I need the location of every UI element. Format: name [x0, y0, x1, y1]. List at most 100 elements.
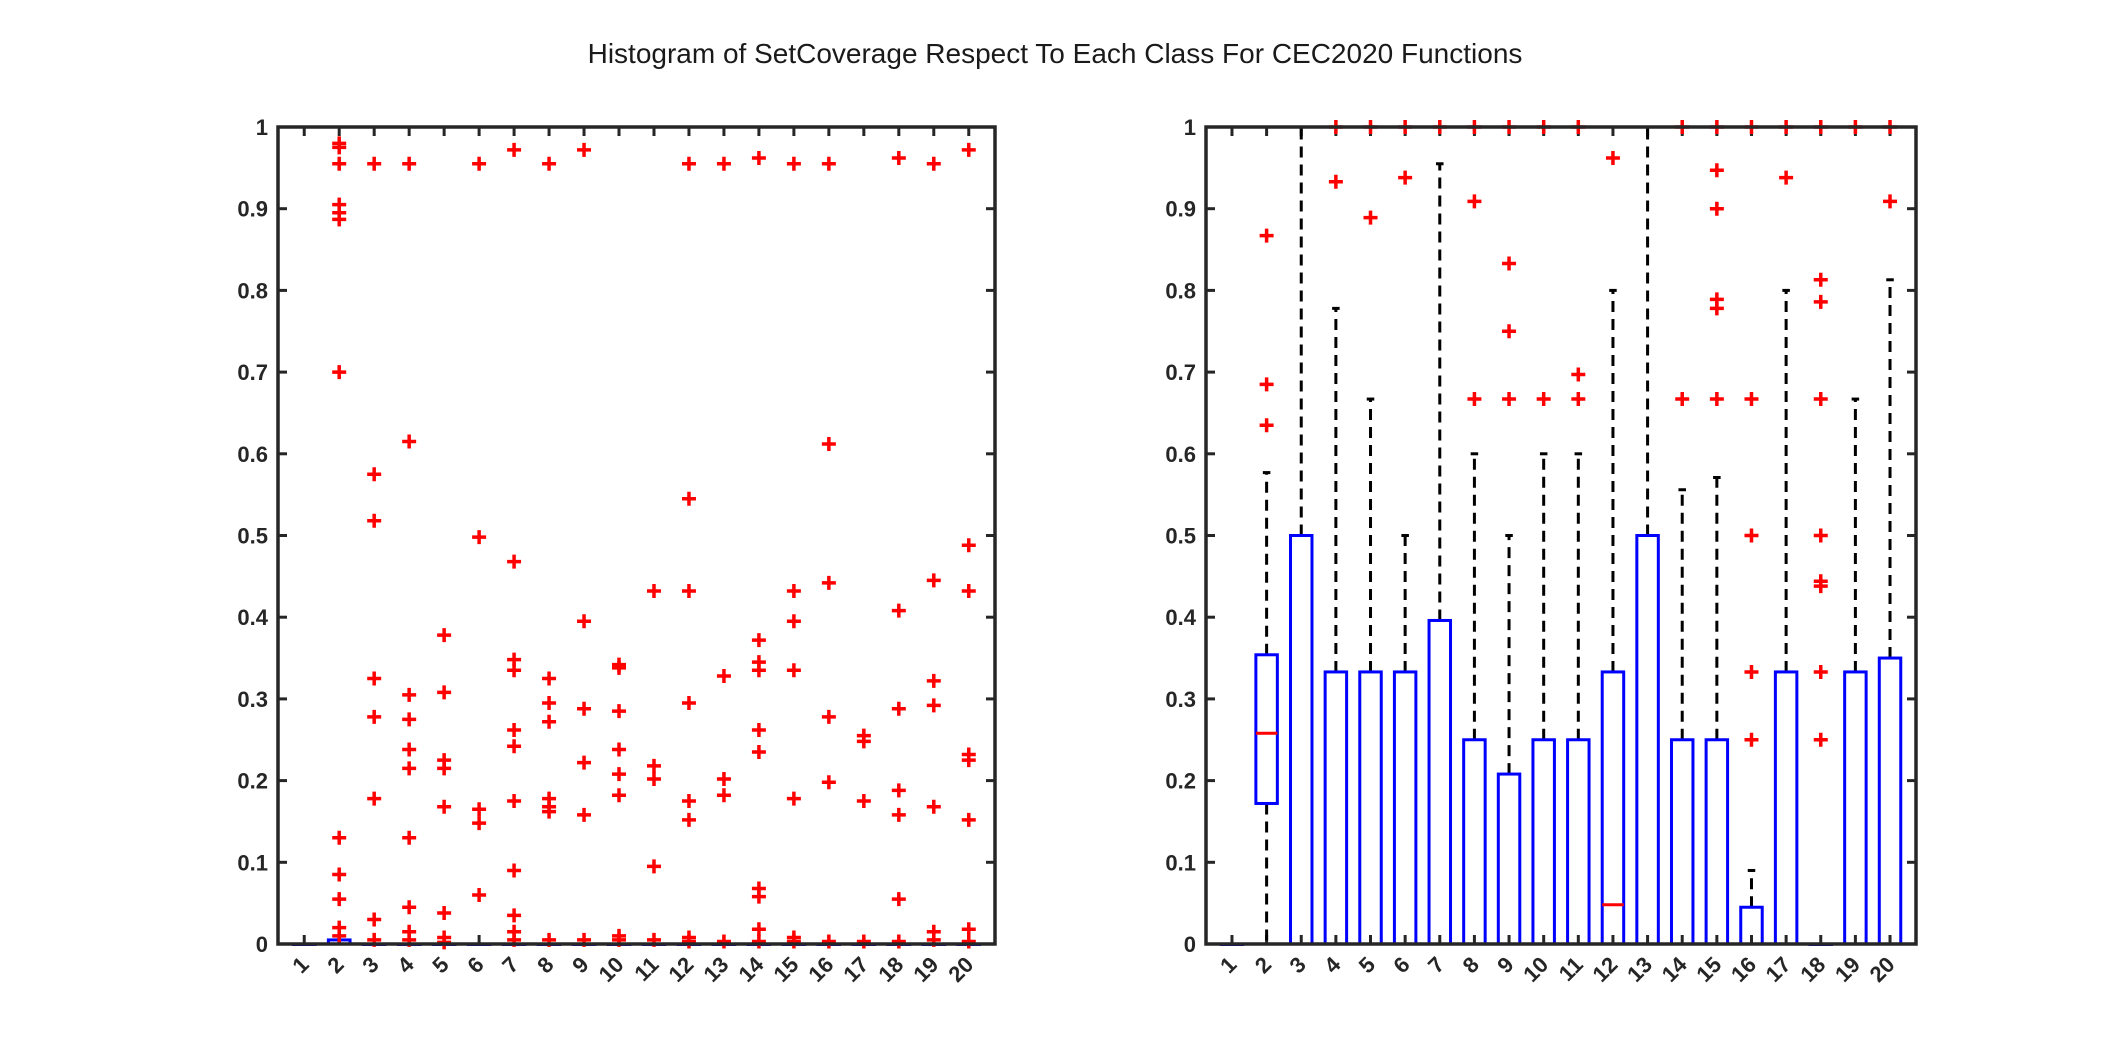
figure-title: Histogram of SetCoverage Respect To Each…	[588, 38, 1523, 69]
outlier-marker	[1813, 392, 1828, 407]
outlier-marker	[716, 771, 731, 786]
outlier-marker	[437, 761, 452, 776]
axes-frame	[276, 125, 997, 946]
outlier-marker	[1709, 163, 1724, 178]
outlier-marker	[961, 934, 976, 949]
outlier-marker	[751, 151, 766, 166]
outlier-marker	[926, 698, 941, 713]
outlier-marker	[1259, 228, 1274, 243]
outlier-marker	[961, 812, 976, 827]
outlier-marker	[367, 467, 382, 482]
outlier-marker	[612, 660, 627, 675]
y-tick-label: 0.5	[237, 524, 268, 549]
outlier-marker	[612, 704, 627, 719]
outlier-marker	[612, 788, 627, 803]
outlier-marker	[367, 791, 382, 806]
outlier-marker	[1813, 528, 1828, 543]
outlier-marker	[402, 434, 417, 449]
outlier-marker	[891, 934, 906, 949]
outlier-marker	[472, 887, 487, 902]
outlier-marker	[1813, 272, 1828, 287]
outlier-marker	[926, 799, 941, 814]
outlier-marker	[1467, 194, 1482, 209]
outlier-marker	[507, 863, 522, 878]
outlier-marker	[507, 908, 522, 923]
outlier-marker	[1502, 324, 1517, 339]
outlier-marker	[786, 791, 801, 806]
outlier-marker	[402, 761, 417, 776]
outlier-marker	[1571, 367, 1586, 382]
outlier-marker	[856, 734, 871, 749]
outlier-marker	[437, 628, 452, 643]
outlier-marker	[821, 575, 836, 590]
outlier-marker	[507, 722, 522, 737]
outlier-marker	[681, 695, 696, 710]
y-tick-label: 0.3	[237, 687, 268, 712]
outlier-marker	[332, 365, 347, 380]
outlier-marker	[891, 603, 906, 618]
outlier-marker	[1605, 151, 1620, 166]
outlier-marker	[1813, 294, 1828, 309]
y-tick-label: 0.4	[237, 605, 268, 630]
outlier-marker	[437, 685, 452, 700]
outlier-marker	[1398, 170, 1413, 185]
outlier-marker	[1744, 392, 1759, 407]
outlier-marker	[542, 695, 557, 710]
outlier-marker	[1709, 301, 1724, 316]
outlier-marker	[402, 900, 417, 915]
outlier-marker	[786, 156, 801, 171]
outlier-marker	[716, 669, 731, 684]
outlier-marker	[891, 807, 906, 822]
outlier-marker	[681, 812, 696, 827]
outlier-marker	[472, 156, 487, 171]
outlier-marker	[437, 799, 452, 814]
outlier-marker	[751, 633, 766, 648]
y-tick-label: 0.8	[237, 278, 268, 303]
y-tick-label: 0.6	[237, 442, 268, 467]
outlier-marker	[961, 753, 976, 768]
outlier-marker	[751, 922, 766, 937]
outlier-marker	[716, 156, 731, 171]
outlier-marker	[577, 614, 592, 629]
y-tick-label: 0.9	[237, 197, 268, 222]
y-tick-label: 0.3	[1165, 687, 1196, 712]
outlier-marker	[1363, 210, 1378, 225]
outlier-marker	[612, 767, 627, 782]
outlier-marker	[1744, 732, 1759, 747]
outlier-marker	[891, 892, 906, 907]
outlier-marker	[437, 905, 452, 920]
outlier-marker	[821, 156, 836, 171]
outlier-marker	[1675, 392, 1690, 407]
outlier-marker	[891, 701, 906, 716]
outlier-marker	[367, 671, 382, 686]
y-tick-label: 0.6	[1165, 442, 1196, 467]
outlier-marker	[681, 491, 696, 506]
outlier-marker	[332, 830, 347, 845]
outlier-marker	[472, 816, 487, 831]
y-tick-label: 0.5	[1165, 524, 1196, 549]
y-tick-label: 1	[1184, 115, 1196, 140]
outlier-marker	[681, 794, 696, 809]
axes-frame	[1204, 125, 1918, 946]
outlier-marker	[891, 151, 906, 166]
outlier-marker	[681, 156, 696, 171]
outlier-marker	[402, 156, 417, 171]
outlier-marker	[961, 538, 976, 553]
outlier-marker	[402, 712, 417, 727]
y-tick-label: 0.7	[237, 360, 268, 385]
outlier-marker	[1883, 194, 1898, 209]
outlier-marker	[367, 156, 382, 171]
outlier-marker	[1744, 528, 1759, 543]
y-tick-label: 0	[1184, 932, 1196, 957]
outlier-marker	[1709, 392, 1724, 407]
outlier-marker	[786, 614, 801, 629]
y-tick-label: 0.2	[1165, 769, 1196, 794]
outlier-marker	[1259, 418, 1274, 433]
outlier-marker	[1813, 664, 1828, 679]
y-tick-label: 0.8	[1165, 278, 1196, 303]
outlier-marker	[646, 584, 661, 599]
outlier-marker	[646, 758, 661, 773]
outlier-marker	[1259, 377, 1274, 392]
outlier-marker	[856, 794, 871, 809]
